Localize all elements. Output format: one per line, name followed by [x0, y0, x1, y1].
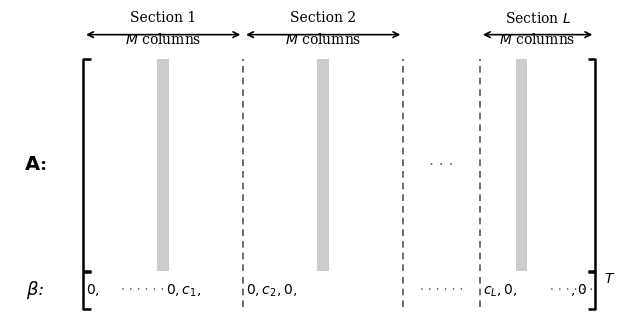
Text: · · · · · ·: · · · · · · — [420, 284, 463, 297]
Text: Section $L$: Section $L$ — [504, 11, 571, 26]
Text: $M$ columns: $M$ columns — [499, 32, 576, 47]
Text: $0, c_2, 0,$: $0, c_2, 0,$ — [246, 282, 298, 299]
Text: · · · · · ·: · · · · · · — [121, 284, 164, 297]
Text: $M$ columns: $M$ columns — [125, 32, 202, 47]
Text: Section 2: Section 2 — [290, 11, 356, 25]
Text: $T$: $T$ — [604, 272, 616, 286]
Text: $0,$: $0,$ — [86, 282, 100, 298]
Text: · · ·: · · · — [429, 158, 454, 172]
Text: $c_L, 0,$: $c_L, 0,$ — [483, 282, 518, 299]
Text: $\mathbf{A}$:: $\mathbf{A}$: — [24, 156, 47, 174]
FancyBboxPatch shape — [317, 59, 329, 271]
Text: $\beta$:: $\beta$: — [26, 280, 44, 301]
Text: · · · · · ·: · · · · · · — [550, 284, 593, 297]
FancyBboxPatch shape — [157, 59, 169, 271]
Text: $0, c_1,$: $0, c_1,$ — [166, 282, 202, 299]
Text: $, 0$: $, 0$ — [570, 282, 586, 298]
FancyBboxPatch shape — [516, 59, 527, 271]
Text: Section 1: Section 1 — [130, 11, 196, 25]
Text: $M$ columns: $M$ columns — [285, 32, 362, 47]
